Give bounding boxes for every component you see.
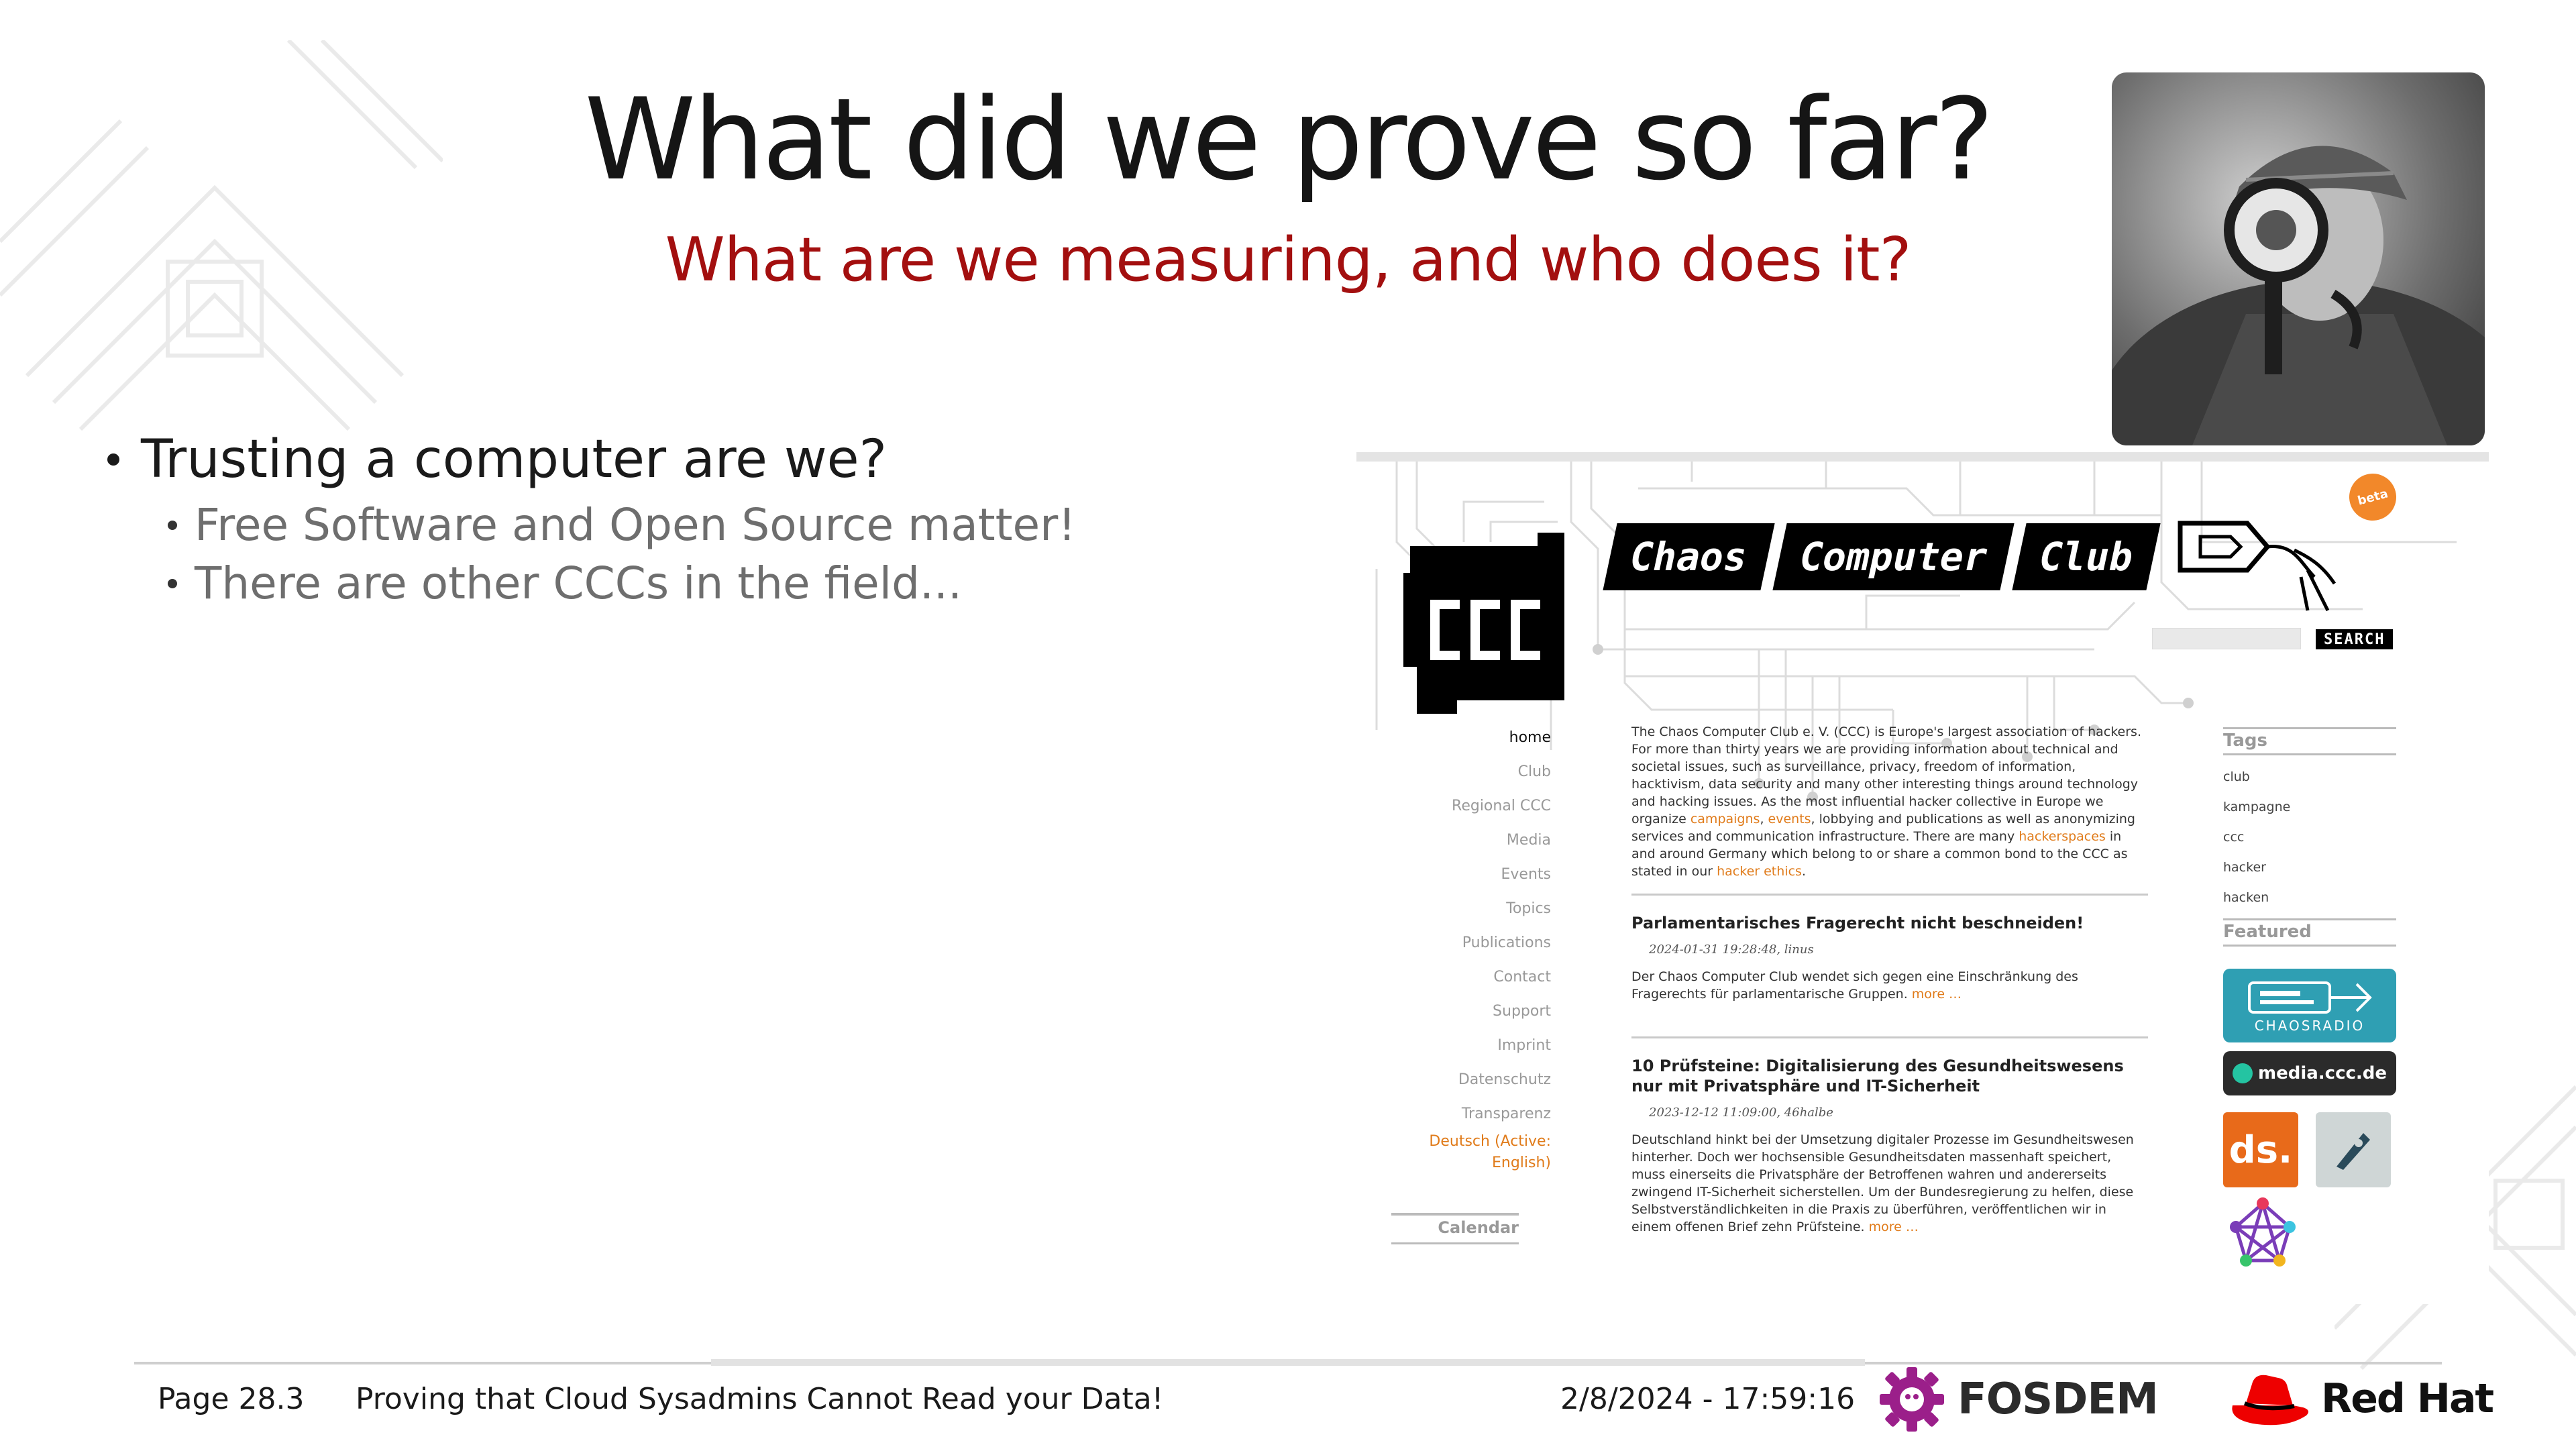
banner-word-chaos: Chaos [1603,523,1775,590]
footer-datetime: 2/8/2024 - 17:59:16 [1560,1382,1856,1416]
talk-title: Proving that Cloud Sysadmins Cannot Read… [356,1382,1164,1416]
link-hackerspaces[interactable]: hackerspaces [2019,829,2106,844]
nav-publications[interactable]: Publications [1462,934,1551,951]
post-2-title[interactable]: 10 Prüfsteine: Digitalisierung des Gesun… [1631,1057,2124,1095]
website-search-input[interactable] [2152,628,2301,649]
intro-sep: , [1760,812,1764,826]
post-1-more-link[interactable]: more … [1911,987,1962,1002]
ccc-website-screenshot: Chaos Computer Club beta SEARCH home Clu… [1356,452,2489,1304]
website-sidebar: Tags club kampagne ccc hacker hacken Fea… [2223,727,2396,947]
nav-contact[interactable]: Contact [1493,969,1551,985]
post-1-body-text: Der Chaos Computer Club wendet sich gege… [1631,969,2078,1002]
tag-list: club kampagne ccc hacker hacken [2223,755,2396,913]
post-1: Parlamentarisches Fragerecht nicht besch… [1631,913,2148,1003]
website-search-button[interactable]: SEARCH [2316,629,2394,649]
tag-ccc[interactable]: ccc [2223,830,2245,845]
bullet-sub-2: There are other CCCs in the field... [168,557,1076,609]
bullet-main: Trusting a computer are we? [107,429,1076,490]
nav-events[interactable]: Events [1501,866,1552,883]
slide-title: What did we prove so far? [584,74,1994,205]
rocket-badge[interactable] [2316,1112,2391,1187]
tag-hacken[interactable]: hacken [2223,890,2269,905]
chaosradio-label: CHAOSRADIO [2254,1018,2365,1034]
footer-divider-highlight [711,1359,1865,1366]
link-hacker-ethics[interactable]: hacker ethics [1717,864,1802,879]
media-ccc-icon [2232,1063,2253,1083]
intro-end: . [1801,864,1806,879]
link-campaigns[interactable]: campaigns [1690,812,1760,826]
tags-heading: Tags [2223,727,2396,755]
bullet-dot-icon [107,453,119,466]
nav-language-switch[interactable]: Deutsch (Active: English) [1383,1131,1551,1178]
intro-text-1: The Chaos Computer Club e. V. (CCC) is E… [1631,724,2141,826]
background-pattern-left [0,40,443,431]
page-number: Page 28.3 [158,1382,305,1416]
media-ccc-label: media.ccc.de [2257,1063,2387,1083]
divider [1631,894,2148,896]
media-ccc-badge[interactable]: media.ccc.de [2223,1051,2396,1095]
intro-paragraph: The Chaos Computer Club e. V. (CCC) is E… [1631,723,2148,880]
website-main-content: The Chaos Computer Club e. V. (CCC) is E… [1631,723,2148,1236]
ccc-banner: Chaos Computer Club [1603,523,2161,590]
chaosradio-icon [2248,981,2372,1014]
calendar-heading[interactable]: Calendar [1391,1213,1519,1244]
post-2-body-text: Deutschland hinkt bei der Umsetzung digi… [1631,1132,2134,1234]
bullet-sub-2-text: There are other CCCs in the field... [195,557,962,609]
nav-datenschutz[interactable]: Datenschutz [1458,1071,1551,1088]
detective-photo [2112,72,2485,445]
banner-word-club: Club [2012,523,2161,590]
bullet-sub-1: Free Software and Open Source matter! [168,499,1076,551]
bullet-dot-icon [168,520,177,530]
fosdem-gear-icon [1880,1367,1944,1432]
post-2-meta: 2023-12-12 11:09:00, 46halbe [1649,1106,1833,1120]
chaosradio-badge[interactable]: CHAOSRADIO [2223,969,2396,1042]
nav-imprint[interactable]: Imprint [1497,1037,1551,1054]
tag-kampagne[interactable]: kampagne [2223,800,2291,814]
network-star-icon[interactable] [2226,1197,2300,1271]
post-2-more-link[interactable]: more … [1868,1220,1919,1234]
redhat-logo: Red Hat [2226,1368,2494,1429]
featured-heading: Featured [2223,918,2396,947]
language-line-1: Deutsch (Active: [1429,1133,1551,1150]
circuit-background [1375,462,2457,802]
redhat-wordmark: Red Hat [2321,1375,2494,1422]
bullet-list: Trusting a computer are we? Free Softwar… [107,429,1076,616]
link-events[interactable]: events [1768,812,1811,826]
website-nav: home Club Regional CCC Media Events Topi… [1383,720,1551,1178]
nav-support[interactable]: Support [1493,1003,1551,1020]
intro-text-2: , lobbying and publications as well as a… [1631,812,2135,844]
nav-club[interactable]: Club [1517,763,1551,780]
post-1-title[interactable]: Parlamentarisches Fragerecht nicht besch… [1631,914,2084,932]
bullet-main-text: Trusting a computer are we? [141,429,887,490]
post-2-body: Deutschland hinkt bei der Umsetzung digi… [1631,1131,2148,1236]
slide-subtitle: What are we measuring, and who does it? [665,225,1912,295]
nav-media[interactable]: Media [1506,832,1551,849]
nav-topics[interactable]: Topics [1506,900,1551,917]
banner-word-computer: Computer [1772,523,2015,590]
nav-home[interactable]: home [1509,729,1551,746]
language-line-2: English) [1491,1155,1551,1171]
bullet-sub-1-text: Free Software and Open Source matter! [195,499,1076,551]
post-1-meta: 2024-01-31 19:28:48, linus [1649,943,1814,957]
fosdem-logo: FOSDEM [1878,1366,2159,1433]
ccc-logo-icon [1403,533,1564,714]
redhat-hat-icon [2232,1375,2309,1426]
detective-illustration [2112,146,2485,445]
divider [1631,1036,2148,1038]
rocket-icon [2330,1133,2370,1173]
fosdem-wordmark: FOSDEM [1957,1375,2159,1424]
post-1-body: Der Chaos Computer Club wendet sich gege… [1631,968,2148,1003]
intro-text-3: in and around Germany which belong to or… [1631,829,2128,879]
tag-hacker[interactable]: hacker [2223,860,2266,875]
nav-transparenz[interactable]: Transparenz [1461,1106,1551,1122]
nav-regional-ccc[interactable]: Regional CCC [1452,798,1551,814]
bullet-dot-icon [168,578,177,588]
chaos-knot-icon [2178,521,2337,612]
tag-club[interactable]: club [2223,769,2250,784]
datenschleuder-badge[interactable]: ds. [2223,1112,2298,1187]
website-top-border [1356,452,2489,462]
post-2: 10 Prüfsteine: Digitalisierung des Gesun… [1631,1056,2148,1236]
